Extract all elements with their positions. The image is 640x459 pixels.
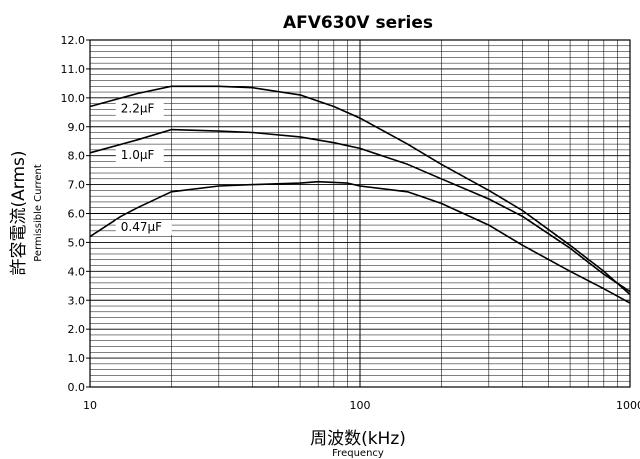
series-line — [89, 85, 631, 296]
y-tick-label: 5.0 — [68, 236, 86, 249]
y-tick-label: 9.0 — [68, 121, 86, 134]
grid — [89, 39, 631, 388]
y-tick-label: 7.0 — [68, 179, 86, 192]
y-axis-sublabel: Permissible Current — [33, 164, 44, 262]
series-label: 0.47μF — [121, 220, 162, 234]
series-label: 2.2μF — [121, 102, 155, 116]
x-tick-label: 1000 — [616, 399, 640, 412]
y-tick-label: 3.0 — [68, 294, 86, 307]
y-tick-label: 0.0 — [68, 381, 86, 394]
series-line — [89, 128, 631, 293]
series-label: 1.0μF — [121, 148, 155, 162]
y-axis-ticks: 0.0 1.0 2.0 3.0 4.0 5.0 6.0 7.0 8.0 9.0 10.0 11.0 12… — [61, 34, 90, 394]
series-label-bg — [115, 219, 172, 235]
series-label-bg — [115, 101, 164, 117]
y-tick-label: 2.0 — [68, 323, 86, 336]
y-tick-label: 8.0 — [68, 150, 86, 163]
x-axis-label: 周波数(kHz) — [310, 429, 406, 449]
y-tick-label: 11.0 — [61, 63, 86, 76]
y-tick-label: 1.0 — [68, 352, 86, 365]
y-axis-label: 許容電流(Arms) — [9, 150, 29, 275]
series-line — [89, 180, 631, 304]
x-tick-label: 10 — [83, 399, 97, 412]
plot-frame — [89, 39, 631, 388]
y-tick-label: 10.0 — [61, 92, 86, 105]
y-tick-label: 4.0 — [68, 265, 86, 278]
chart-title: AFV630V series — [283, 13, 433, 33]
x-axis-sublabel: Frequency — [332, 448, 384, 459]
series-label-bg — [115, 147, 164, 163]
series-group — [89, 85, 631, 304]
series-labels: 2.2μF 1.0μF 0.47μF — [115, 101, 172, 235]
y-tick-label: 6.0 — [68, 208, 86, 221]
x-axis-ticks: 10 100 1000 — [83, 399, 640, 412]
y-tick-label: 12.0 — [61, 34, 86, 47]
x-tick-label: 100 — [350, 399, 371, 412]
